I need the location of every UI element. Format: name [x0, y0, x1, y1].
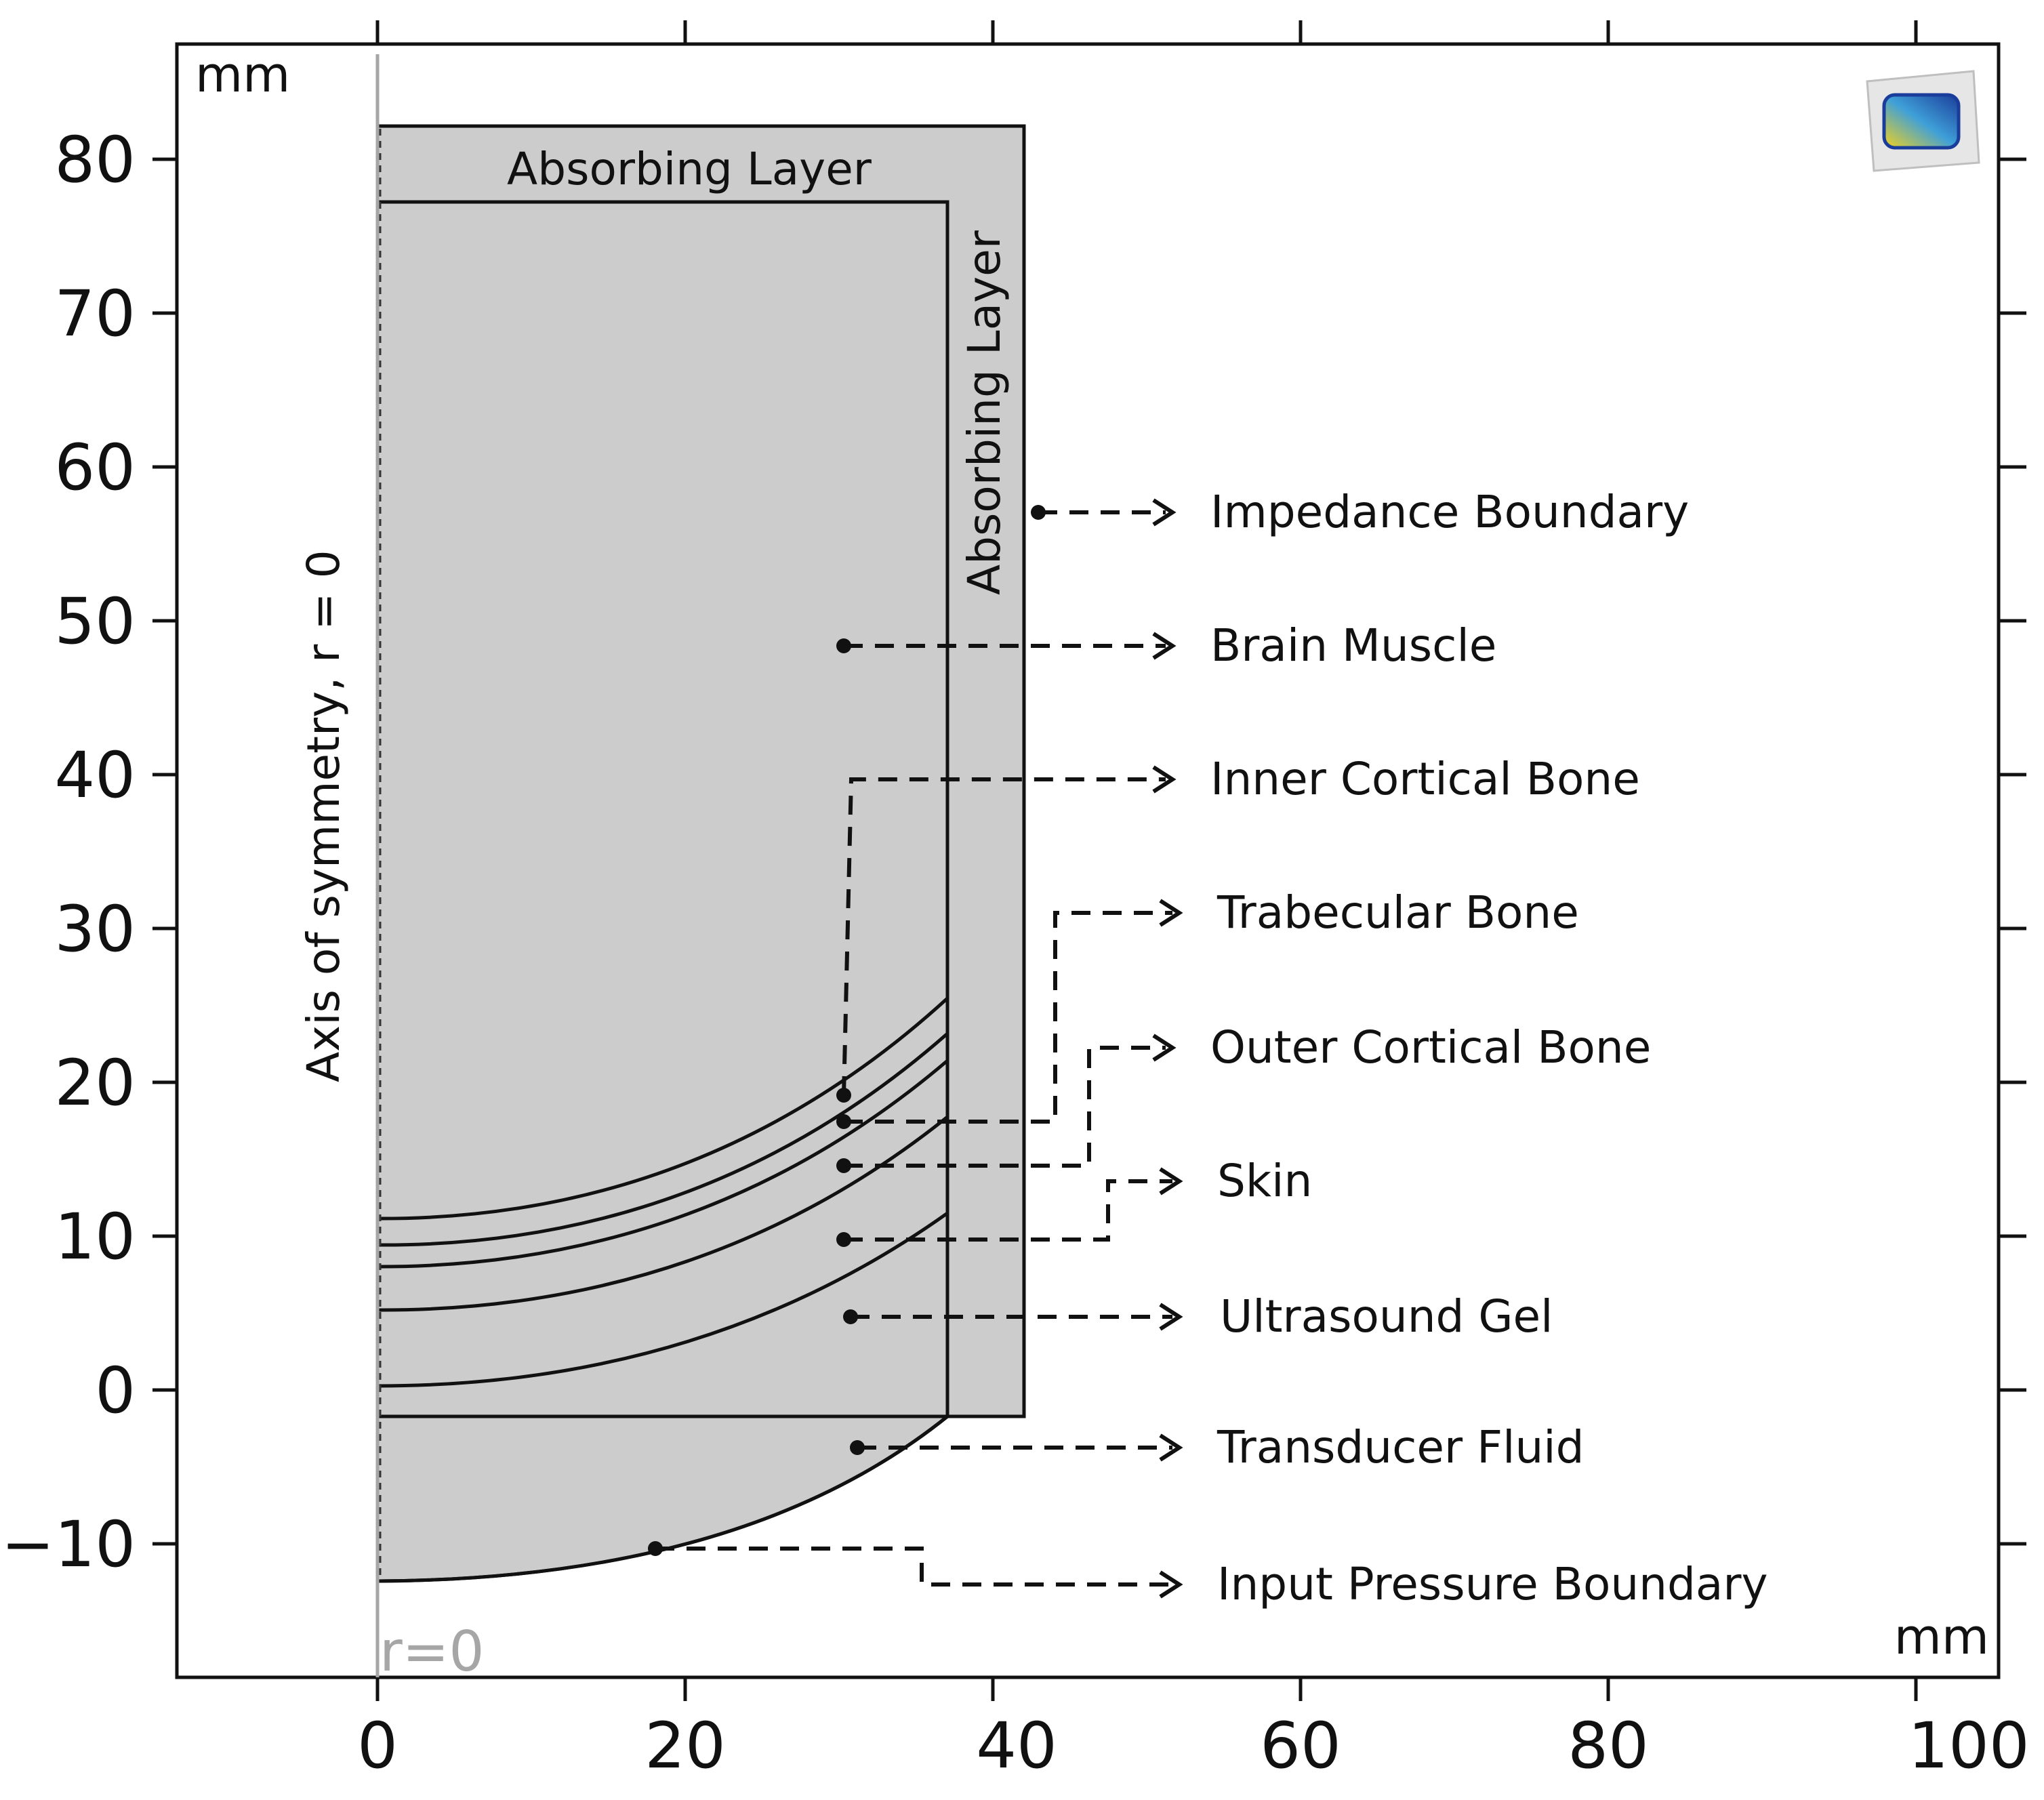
callout-label-transducer-fluid: Transducer Fluid [1217, 1421, 1585, 1473]
y-tick-label: 20 [54, 1046, 136, 1120]
y-tick-label: 50 [54, 585, 136, 659]
x-tick-label: 60 [1260, 1709, 1341, 1783]
absorbing-layer-top-label: Absorbing Layer [507, 143, 872, 195]
x-tick-label: 100 [1908, 1709, 2029, 1783]
curve-skin-lower [377, 1211, 949, 1388]
callout-label-gel: Ultrasound Gel [1220, 1290, 1553, 1343]
callout-arrowhead [1159, 1570, 1183, 1599]
x-tick-label: 0 [357, 1709, 398, 1783]
callout-label-input-pressure: Input Pressure Boundary [1217, 1558, 1768, 1610]
callout-arrowhead [1152, 632, 1177, 660]
y-tick-label: 0 [95, 1354, 136, 1428]
outer-domain [375, 124, 1026, 1583]
callout-arrowhead [1159, 1433, 1183, 1462]
curve-trabecular-lower [377, 1059, 949, 1269]
transducer-surface-curve [377, 1415, 949, 1583]
callout-arrowhead [1159, 1167, 1183, 1195]
y-tick-label: 30 [54, 893, 136, 966]
x-tick-labels: 0 20 40 60 80 100 [357, 1709, 2030, 1783]
y-tick-label: 10 [54, 1200, 136, 1274]
callout-label-outer-cortical: Outer Cortical Bone [1210, 1021, 1651, 1073]
curve-inner-cortical-lower [377, 1032, 949, 1247]
y-tick-label: 60 [54, 431, 136, 505]
absorbing-layer-boundary [377, 200, 949, 1416]
y-tick-label: −10 [1, 1508, 136, 1582]
r0-label: r=0 [380, 1620, 485, 1684]
x-tick-label: 20 [645, 1709, 726, 1783]
axis-of-symmetry-label: Axis of symmetry, r = 0 [298, 550, 350, 1082]
callout-label-trabecular: Trabecular Bone [1217, 886, 1579, 939]
absorbing-layer-right-label: Absorbing Layer [958, 230, 1010, 595]
callout-arrowhead [1159, 899, 1183, 927]
callout-label-skin: Skin [1217, 1155, 1312, 1207]
callout-arrowhead [1152, 1034, 1177, 1062]
callout-label-impedance: Impedance Boundary [1210, 486, 1689, 538]
x-ticks [375, 20, 1918, 1701]
callouts: Impedance Boundary Brain Muscle Inner Co… [648, 486, 1768, 1610]
y-tick-labels: 80 70 60 50 40 30 20 10 0 −10 [1, 123, 136, 1582]
x-tick-label: 80 [1568, 1709, 1649, 1783]
callout-label-inner-cortical: Inner Cortical Bone [1210, 753, 1640, 805]
y-tick-label: 40 [54, 739, 136, 813]
callout-arrowhead [1159, 1303, 1183, 1331]
comsol-logo-icon [1866, 70, 1980, 172]
callout-label-brain: Brain Muscle [1210, 619, 1496, 672]
curve-skull-top [377, 997, 949, 1221]
plot-frame [175, 42, 2001, 1679]
y-tick-label: 80 [54, 123, 136, 197]
callout-arrowhead [1152, 765, 1177, 794]
callout-leader [844, 911, 1172, 1124]
y-unit-label: mm [195, 46, 290, 103]
curve-outer-cortical-lower [377, 1116, 949, 1312]
y-ticks [152, 157, 2026, 1546]
y-tick-label: 70 [54, 277, 136, 351]
x-tick-label: 40 [976, 1709, 1057, 1783]
callout-leader [655, 1547, 1172, 1587]
x-unit-label: mm [1894, 1608, 1989, 1665]
callout-arrowhead [1152, 498, 1177, 527]
callout-leader [844, 1179, 1172, 1242]
callout-leader [842, 777, 1166, 1096]
